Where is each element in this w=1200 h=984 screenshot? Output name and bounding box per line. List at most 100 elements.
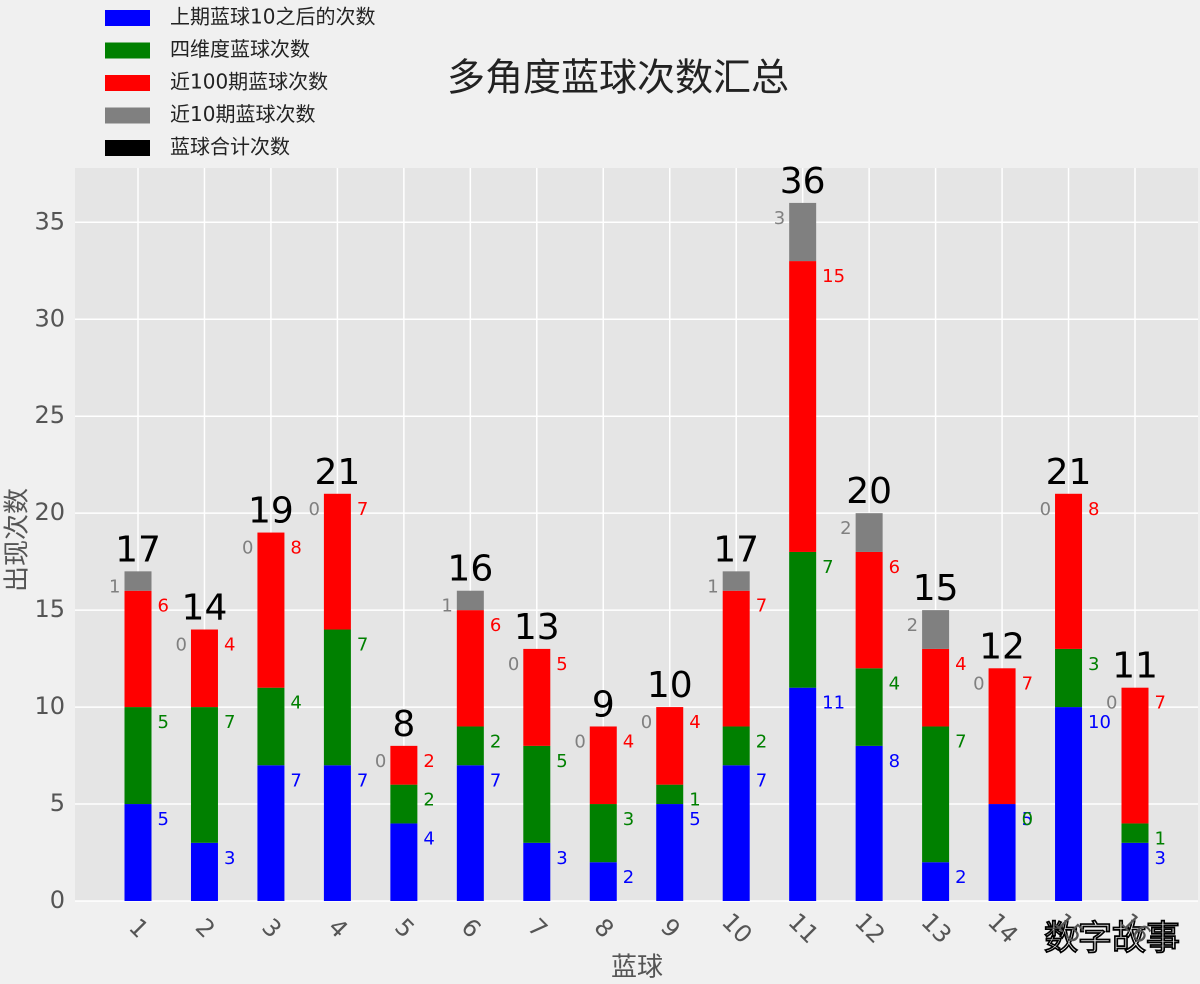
value-label: 7 [357, 499, 368, 520]
value-label: 15 [822, 266, 845, 287]
bar-segment [523, 648, 551, 746]
value-label: 4 [224, 635, 235, 656]
value-label: 5 [1022, 809, 1033, 830]
value-label: 0 [1022, 809, 1033, 830]
legend-label: 近10期蓝球次数 [170, 102, 315, 126]
bar-segment [1055, 648, 1083, 708]
bar-segment [656, 784, 684, 805]
total-label: 36 [780, 161, 826, 202]
bar-segment [456, 590, 484, 611]
value-label: 2 [907, 615, 918, 636]
value-label: 0 [242, 538, 253, 559]
y-tick-label: 20 [34, 498, 65, 526]
value-label: 6 [889, 557, 900, 578]
legend-label: 四维度蓝球次数 [170, 37, 310, 61]
y-tick-label: 0 [50, 886, 65, 914]
value-label: 0 [574, 731, 585, 752]
total-label: 11 [1112, 646, 1158, 687]
bar-segment [589, 862, 617, 901]
y-tick-label: 15 [34, 595, 65, 623]
legend-swatch [105, 10, 150, 26]
value-label: 0 [1040, 499, 1051, 520]
value-label: 5 [158, 712, 169, 733]
legend-label: 上期蓝球10之后的次数 [170, 5, 375, 29]
total-label: 21 [314, 452, 360, 493]
value-label: 0 [308, 499, 319, 520]
total-label: 15 [913, 568, 959, 609]
bar-segment [1121, 823, 1149, 843]
legend-label: 蓝球合计次数 [170, 135, 290, 159]
y-tick-label: 25 [34, 401, 65, 429]
value-label: 7 [756, 596, 767, 617]
y-tick-label: 35 [34, 207, 65, 235]
bar-segment [257, 532, 285, 688]
y-axis-label: 出现次数 [3, 488, 33, 592]
value-label: 3 [1088, 654, 1099, 675]
bar-segment [855, 668, 883, 746]
value-label: 2 [623, 867, 634, 888]
value-label: 6 [158, 596, 169, 617]
bar-segment [523, 842, 551, 901]
bar-segment [190, 842, 218, 901]
value-label: 0 [176, 635, 187, 656]
bar-segment [456, 765, 484, 901]
value-label: 2 [840, 518, 851, 539]
value-label: 3 [623, 809, 634, 830]
value-label: 2 [490, 731, 501, 752]
value-label: 7 [1022, 673, 1033, 694]
value-label: 3 [1155, 848, 1166, 869]
value-label: 2 [756, 731, 767, 752]
value-label: 4 [889, 673, 900, 694]
legend-swatch [105, 75, 150, 91]
total-label: 16 [447, 549, 493, 590]
value-label: 7 [490, 770, 501, 791]
bar-segment [456, 726, 484, 766]
value-label: 7 [1155, 693, 1166, 714]
bar-segment [656, 707, 684, 785]
bar-segment [789, 202, 817, 262]
x-axis-label: 蓝球 [611, 953, 663, 983]
bar-segment [1055, 707, 1083, 901]
bar-segment [789, 261, 817, 552]
value-label: 2 [423, 751, 434, 772]
value-label: 0 [375, 751, 386, 772]
bar-segment [722, 765, 750, 901]
bar-segment [855, 551, 883, 669]
bar-segment [257, 765, 285, 901]
legend-label: 近100期蓝球次数 [170, 70, 328, 94]
value-label: 10 [1088, 712, 1111, 733]
total-label: 14 [182, 588, 228, 629]
value-label: 5 [158, 809, 169, 830]
watermark: 数字故事 [1044, 919, 1180, 959]
bar-segment [390, 784, 418, 824]
legend-swatch [105, 107, 150, 124]
bar-segment [456, 610, 484, 727]
legend-swatch [105, 140, 150, 156]
bar-segment [1055, 493, 1083, 649]
total-label: 12 [979, 626, 1025, 667]
bar-segment [390, 745, 418, 785]
value-label: 7 [822, 557, 833, 578]
legend-swatch [105, 42, 150, 59]
value-label: 2 [955, 867, 966, 888]
value-label: 3 [556, 848, 567, 869]
value-label: 4 [423, 828, 434, 849]
total-label: 10 [647, 665, 693, 706]
bar-segment [722, 571, 750, 591]
bar-segment [589, 804, 617, 863]
value-label: 5 [556, 654, 567, 675]
value-label: 8 [889, 751, 900, 772]
value-label: 1 [707, 576, 718, 597]
total-label: 17 [115, 529, 161, 570]
total-label: 9 [592, 684, 615, 725]
value-label: 0 [973, 673, 984, 694]
value-label: 4 [290, 693, 301, 714]
value-label: 7 [756, 770, 767, 791]
value-label: 3 [774, 208, 785, 229]
value-label: 8 [1088, 499, 1099, 520]
bar-segment [722, 590, 750, 727]
bar-segment [124, 804, 152, 901]
bar-segment [922, 862, 950, 901]
bar-segment [922, 648, 950, 727]
